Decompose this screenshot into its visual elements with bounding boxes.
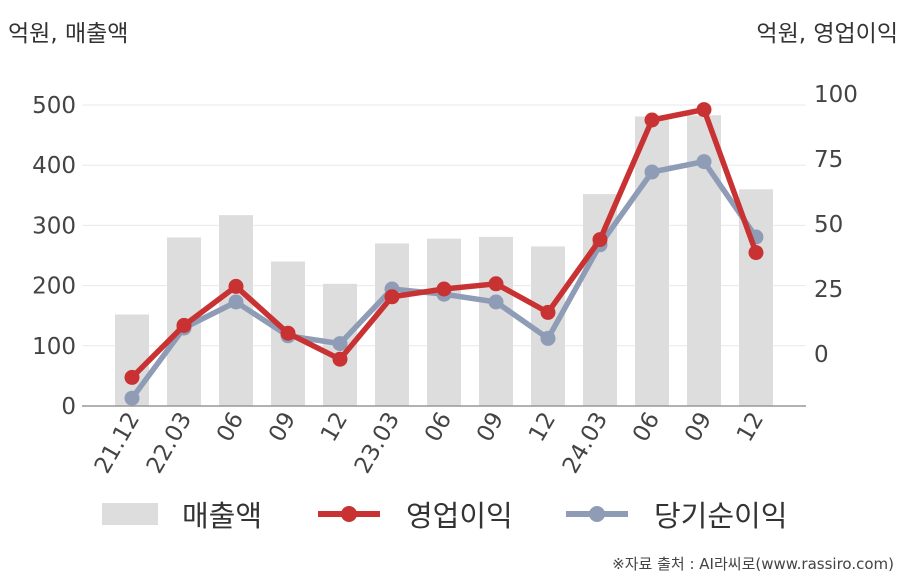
point-operating-profit: [280, 325, 296, 341]
point-operating-profit: [696, 102, 712, 118]
left-tick-label: 0: [61, 394, 76, 420]
legend-label-net-income: 당기순이익: [654, 499, 788, 533]
legend: 매출액 영업이익 당기순이익: [0, 494, 908, 534]
source-note: ※자료 출처 : AI라씨로(www.rassiro.com): [612, 555, 894, 573]
x-tick-label: 21.12: [90, 408, 145, 478]
bar-revenue: [375, 243, 409, 406]
legend-item-operating-profit: 영업이익: [316, 494, 513, 534]
left-axis-unit: 억원, 매출액: [8, 21, 129, 47]
point-operating-profit: [748, 245, 764, 261]
right-tick-label: 50: [814, 212, 843, 238]
x-tick-label: 24.03: [558, 408, 613, 478]
x-tick-label: 22.03: [142, 408, 197, 478]
left-tick-label: 100: [32, 334, 76, 360]
point-operating-profit: [124, 369, 140, 385]
point-operating-profit: [540, 304, 556, 320]
point-net-income: [124, 390, 140, 406]
right-tick-label: 100: [814, 82, 858, 108]
point-net-income: [540, 330, 556, 346]
legend-swatch-line-red: [318, 506, 380, 522]
bar-revenue: [635, 116, 669, 407]
point-operating-profit: [592, 232, 608, 248]
legend-label-revenue: 매출액: [182, 499, 263, 533]
point-net-income: [488, 294, 504, 310]
left-tick-label: 300: [32, 213, 76, 239]
right-axis-unit: 억원, 영업이익: [756, 21, 898, 47]
right-tick-label: 75: [814, 147, 843, 173]
point-net-income: [332, 336, 348, 352]
x-tick-label: 23.03: [350, 408, 405, 478]
legend-swatch-line-blue: [566, 506, 628, 522]
point-operating-profit: [436, 281, 452, 297]
x-tick-label: 06: [628, 408, 665, 446]
point-operating-profit: [488, 276, 504, 292]
point-net-income: [228, 294, 244, 310]
left-tick-label: 200: [32, 274, 76, 300]
bar-revenue: [531, 246, 565, 406]
x-tick-label: 06: [212, 408, 249, 446]
point-operating-profit: [644, 112, 660, 128]
bar-revenue: [479, 236, 513, 406]
x-tick-label: 12: [524, 408, 561, 446]
point-operating-profit: [176, 317, 192, 333]
left-tick-label: 500: [32, 93, 76, 119]
legend-item-net-income: 당기순이익: [564, 494, 787, 534]
right-tick-label: 0: [814, 342, 829, 368]
legend-label-operating-profit: 영업이익: [406, 499, 513, 533]
point-net-income: [644, 164, 660, 180]
point-operating-profit: [384, 289, 400, 305]
right-tick-label: 25: [814, 277, 843, 303]
left-tick-label: 400: [32, 153, 76, 179]
x-tick-label: 09: [680, 408, 717, 446]
x-tick-label: 12: [732, 408, 769, 446]
point-operating-profit: [228, 278, 244, 294]
x-tick-label: 09: [472, 408, 509, 446]
x-tick-label: 06: [420, 408, 457, 446]
legend-swatch-bar: [102, 503, 158, 525]
point-net-income: [696, 154, 712, 170]
bar-revenue: [427, 238, 461, 406]
x-tick-label: 12: [316, 408, 353, 446]
legend-item-revenue: 매출액: [102, 494, 262, 534]
point-operating-profit: [332, 351, 348, 367]
x-tick-label: 09: [264, 408, 301, 446]
